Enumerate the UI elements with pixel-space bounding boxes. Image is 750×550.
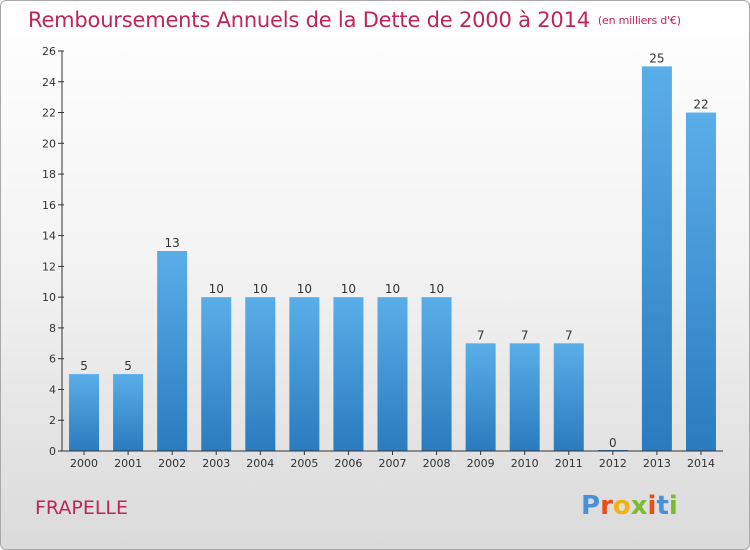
x-tick-label: 2003: [202, 457, 230, 470]
commune-name: FRAPELLE: [35, 497, 128, 519]
title-text: Remboursements Annuels de la Dette de 20…: [28, 8, 590, 32]
chart-title: Remboursements Annuels de la Dette de 20…: [28, 8, 681, 32]
y-tick-label: 6: [49, 353, 56, 366]
x-tick-label: 2000: [70, 457, 98, 470]
bar: [333, 297, 364, 451]
bar-value-label: 10: [429, 282, 444, 296]
bar-value-label: 5: [124, 359, 132, 373]
bar: [509, 343, 540, 451]
x-tick-label: 2001: [114, 457, 142, 470]
y-tick-label: 18: [42, 168, 56, 181]
bar-value-label: 5: [80, 359, 88, 373]
bar-value-label: 7: [565, 328, 573, 342]
bar: [421, 297, 452, 451]
logo-letter: t: [656, 491, 669, 521]
bar: [465, 343, 496, 451]
bar-value-label: 7: [477, 328, 485, 342]
bar-value-label: 10: [385, 282, 400, 296]
x-tick-label: 2009: [467, 457, 495, 470]
x-tick-label: 2012: [599, 457, 627, 470]
y-tick-label: 14: [42, 230, 56, 243]
title-unit: (en milliers d'€): [597, 14, 681, 27]
y-tick-label: 16: [42, 199, 56, 212]
bar: [245, 297, 276, 451]
bar-value-label: 7: [521, 328, 529, 342]
logo-letter: i: [647, 491, 657, 521]
logo-letter: i: [668, 491, 678, 521]
y-tick-label: 22: [42, 107, 56, 120]
x-tick-label: 2006: [334, 457, 362, 470]
bar-value-label: 10: [209, 282, 224, 296]
x-axis: 2000 2001 2002 2003 2004 2005 2006 2007 2008 2009…: [62, 450, 723, 470]
bar: [553, 343, 584, 451]
x-tick-label: 2007: [379, 457, 407, 470]
x-tick-label: 2013: [643, 457, 671, 470]
x-tick-label: 2011: [555, 457, 583, 470]
logo-letter: o: [612, 491, 631, 521]
bar-value-label: 0: [609, 436, 617, 450]
bar: [685, 112, 716, 452]
x-tick-label: 2002: [158, 457, 186, 470]
bar-value-label: 22: [693, 98, 708, 112]
y-tick-label: 12: [42, 260, 56, 273]
y-tick-label: 2: [49, 414, 56, 427]
y-tick-label: 24: [42, 76, 56, 89]
y-tick-label: 4: [49, 383, 56, 396]
bar: [201, 297, 232, 451]
x-tick-label: 2008: [423, 457, 451, 470]
bar: [157, 251, 188, 451]
bars: 5 5 13 10 10 10 10 10 10 7 7 7 0 25 22: [69, 51, 716, 452]
bar: [113, 374, 144, 451]
y-tick-label: 0: [49, 445, 56, 458]
x-tick-label: 2010: [511, 457, 539, 470]
x-tick-label: 2014: [687, 457, 715, 470]
y-tick-label: 10: [42, 291, 56, 304]
bar-value-label: 10: [341, 282, 356, 296]
y-tick-label: 26: [42, 45, 56, 58]
logo-letter: x: [630, 491, 648, 521]
proxiti-logo: Proxiti: [581, 491, 678, 521]
x-tick-label: 2005: [290, 457, 318, 470]
logo-letter: r: [600, 491, 613, 521]
bar-value-label: 13: [165, 236, 180, 250]
bar-value-label: 10: [297, 282, 312, 296]
y-tick-label: 20: [42, 137, 56, 150]
logo-letter: P: [581, 491, 601, 521]
x-tick-label: 2004: [246, 457, 274, 470]
y-tick-label: 8: [49, 322, 56, 335]
bar: [69, 374, 100, 451]
bar: [377, 297, 408, 451]
bar-value-label: 25: [649, 51, 664, 65]
bar: [289, 297, 320, 451]
bar: [641, 66, 672, 451]
bar-value-label: 10: [253, 282, 268, 296]
